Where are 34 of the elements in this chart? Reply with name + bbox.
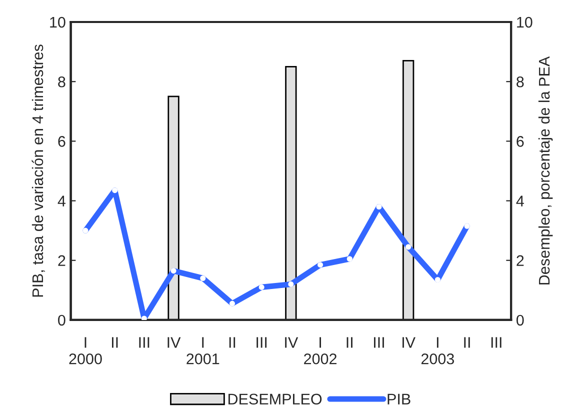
y2-tick-label: 10 [517,16,532,28]
x-tick-label: III [256,337,267,348]
x-tick-label: I 2000 [69,337,102,364]
x-tick-label: II [229,337,236,348]
y-tick-label: 2 [58,255,66,266]
x-tick-label: III [374,337,384,348]
y-tick-label: 4 [58,196,66,206]
x-tick-label: I 2002 [304,337,336,364]
y-axis-title: PIB, tasa de variación en 4 trimestres [32,44,45,297]
x-tick-label: I 2003 [421,337,454,364]
y2-tick-label: 8 [516,76,524,88]
y2-tick-label: 4 [516,196,524,206]
bar [402,60,414,320]
x-tick-label: III [491,337,502,348]
legend-label: DESEMPLEO [228,394,322,405]
y2-tick-label: 6 [516,136,524,147]
y-tick-label: 10 [50,16,66,28]
x-tick-label: I 2001 [186,337,220,364]
x-tick-label: III [139,337,150,348]
legend-label: PIB [388,394,410,404]
x-tick-label: II [464,337,470,348]
y2-tick-label: 2 [516,255,524,266]
x-tick-label: IV [285,337,298,348]
y-tick-label: 8 [58,76,66,88]
y-tick-label: 0 [58,314,66,326]
bar [285,66,297,320]
x-tick-label: II [112,337,118,348]
y2-axis-title: Desempleo, porcentaje de la PEA [538,56,553,284]
x-tick-label: II [346,337,352,348]
x-tick-label: IV [402,337,416,348]
y-tick-label: 6 [58,136,66,147]
y2-tick-label: 0 [516,314,524,326]
bar [168,96,180,320]
x-tick-label: IV [168,337,181,348]
